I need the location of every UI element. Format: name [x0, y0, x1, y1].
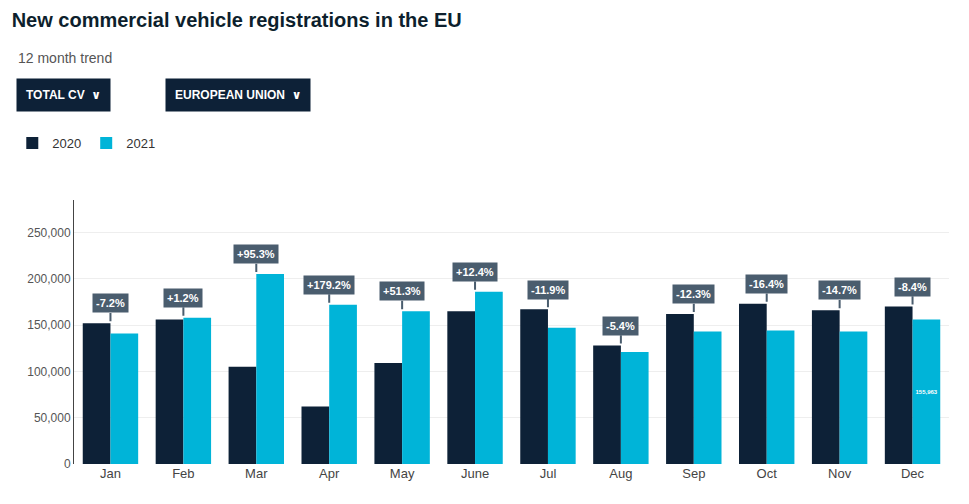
svg-text:+12.4%: +12.4%	[456, 266, 494, 278]
svg-text:250,000: 250,000	[27, 226, 71, 240]
svg-text:-8.4%: -8.4%	[898, 281, 927, 293]
svg-text:155,963: 155,963	[916, 389, 938, 395]
svg-text:Mar: Mar	[245, 466, 268, 481]
svg-text:TOTAL CV ∨: TOTAL CV ∨	[26, 88, 101, 102]
svg-text:-14.7%: -14.7%	[822, 284, 857, 296]
svg-text:2020: 2020	[52, 136, 81, 151]
svg-text:Nov: Nov	[828, 466, 852, 481]
svg-text:Aug: Aug	[609, 466, 632, 481]
svg-text:Oct: Oct	[757, 466, 778, 481]
svg-text:-5.4%: -5.4%	[606, 320, 635, 332]
svg-text:June: June	[461, 466, 489, 481]
svg-text:150,000: 150,000	[27, 318, 71, 332]
svg-text:EUROPEAN UNION ∨: EUROPEAN UNION ∨	[175, 88, 301, 102]
svg-text:-7.2%: -7.2%	[96, 297, 125, 309]
svg-text:-12.3%: -12.3%	[676, 288, 711, 300]
svg-text:+95.3%: +95.3%	[237, 248, 275, 260]
svg-text:200,000: 200,000	[27, 272, 71, 286]
svg-text:12 month trend: 12 month trend	[18, 50, 112, 66]
svg-text:2021: 2021	[126, 136, 155, 151]
svg-text:Sep: Sep	[682, 466, 705, 481]
svg-text:100,000: 100,000	[27, 365, 71, 379]
svg-text:0: 0	[64, 457, 71, 471]
svg-text:New commercial vehicle registr: New commercial vehicle registrations in …	[12, 9, 462, 31]
svg-text:+51.3%: +51.3%	[383, 285, 421, 297]
svg-text:May: May	[390, 466, 415, 481]
svg-text:50,000: 50,000	[34, 411, 71, 425]
svg-text:Feb: Feb	[172, 466, 194, 481]
svg-text:+1.2%: +1.2%	[167, 292, 199, 304]
svg-text:-11.9%: -11.9%	[531, 284, 565, 296]
svg-text:+179.2%: +179.2%	[307, 279, 351, 291]
svg-text:Apr: Apr	[319, 466, 340, 481]
svg-text:-16.4%: -16.4%	[749, 278, 784, 290]
svg-text:Jul: Jul	[540, 466, 557, 481]
svg-text:Dec: Dec	[901, 466, 925, 481]
svg-text:Jan: Jan	[100, 466, 121, 481]
